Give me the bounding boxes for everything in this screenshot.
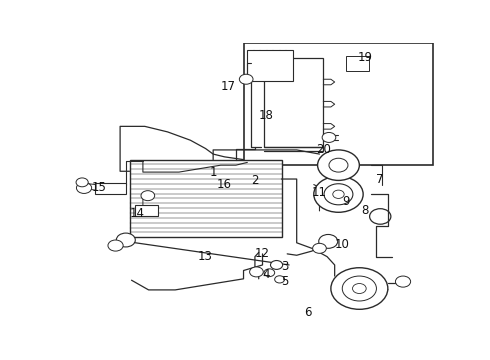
Circle shape bbox=[318, 234, 338, 248]
Circle shape bbox=[333, 190, 344, 198]
Circle shape bbox=[76, 178, 88, 187]
Circle shape bbox=[314, 176, 363, 212]
Circle shape bbox=[352, 284, 366, 293]
Text: 14: 14 bbox=[130, 207, 145, 220]
Circle shape bbox=[275, 276, 285, 283]
Text: 12: 12 bbox=[255, 247, 270, 260]
Circle shape bbox=[141, 191, 155, 201]
Circle shape bbox=[264, 269, 275, 276]
Text: 5: 5 bbox=[282, 275, 289, 288]
Text: 17: 17 bbox=[221, 80, 236, 93]
Circle shape bbox=[249, 267, 263, 277]
Circle shape bbox=[324, 184, 353, 205]
Circle shape bbox=[270, 261, 283, 269]
Bar bbox=[135, 205, 158, 216]
Text: 8: 8 bbox=[361, 204, 369, 217]
Bar bbox=[129, 159, 282, 237]
Text: 19: 19 bbox=[358, 50, 372, 64]
Circle shape bbox=[369, 209, 391, 224]
Bar bbox=[96, 183, 126, 194]
Text: 20: 20 bbox=[316, 143, 331, 157]
Circle shape bbox=[322, 132, 336, 143]
Circle shape bbox=[239, 74, 253, 84]
Text: 3: 3 bbox=[282, 260, 289, 273]
Circle shape bbox=[318, 150, 359, 180]
Circle shape bbox=[116, 233, 135, 247]
Text: 1: 1 bbox=[209, 166, 217, 179]
Circle shape bbox=[108, 240, 123, 251]
Circle shape bbox=[331, 268, 388, 309]
Circle shape bbox=[329, 158, 348, 172]
Text: 13: 13 bbox=[198, 250, 213, 263]
Text: 11: 11 bbox=[312, 186, 327, 199]
Circle shape bbox=[395, 276, 411, 287]
Bar bbox=[265, 58, 323, 147]
Circle shape bbox=[313, 243, 326, 253]
Circle shape bbox=[76, 183, 92, 193]
Text: 9: 9 bbox=[343, 195, 350, 208]
Text: 10: 10 bbox=[335, 238, 350, 251]
Text: 4: 4 bbox=[263, 268, 270, 281]
Bar bbox=[247, 50, 293, 81]
Bar bbox=[346, 56, 369, 71]
Text: 6: 6 bbox=[304, 306, 312, 319]
Text: 2: 2 bbox=[251, 174, 259, 187]
Text: 18: 18 bbox=[259, 109, 274, 122]
Text: 7: 7 bbox=[376, 172, 384, 185]
Circle shape bbox=[342, 276, 376, 301]
Text: 15: 15 bbox=[92, 181, 107, 194]
Text: 16: 16 bbox=[217, 178, 232, 191]
Bar bbox=[244, 43, 434, 165]
